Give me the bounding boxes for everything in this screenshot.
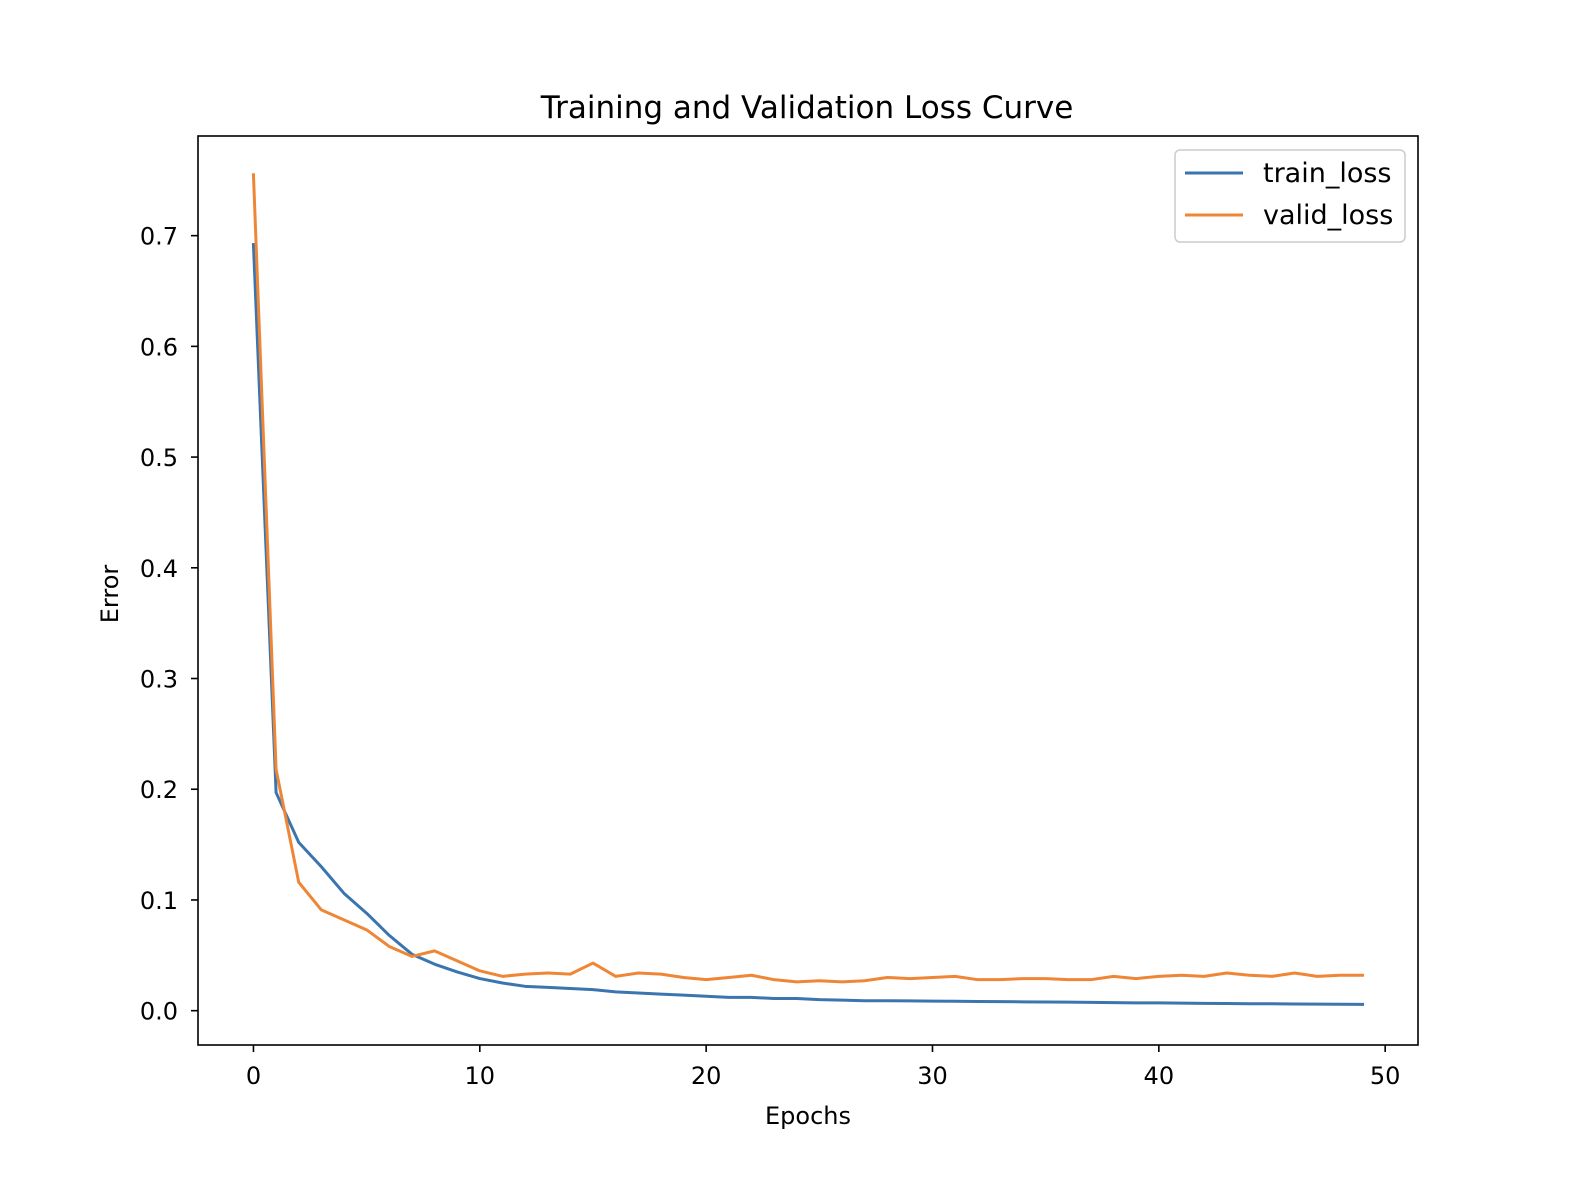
x-tick-label: 10 xyxy=(465,1062,496,1090)
y-tick-label: 0.3 xyxy=(140,666,178,694)
x-tick-label: 30 xyxy=(917,1062,948,1090)
legend: train_loss valid_loss xyxy=(1174,149,1406,243)
y-tick-label: 0.2 xyxy=(140,776,178,804)
x-axis-label: Epochs xyxy=(765,1102,851,1130)
plot-area-frame xyxy=(197,135,1419,1046)
legend-label-valid-loss: valid_loss xyxy=(1263,200,1393,231)
x-axis-ticks: 0 10 20 30 40 50 xyxy=(246,1045,1401,1090)
y-tick-label: 0.5 xyxy=(140,444,178,472)
y-axis-label: Error xyxy=(96,565,124,624)
x-tick-label: 50 xyxy=(1370,1062,1401,1090)
y-tick-label: 0.6 xyxy=(140,333,178,361)
plot-lines xyxy=(251,173,1365,1006)
x-tick-label: 0 xyxy=(246,1062,261,1090)
y-tick-label: 0.1 xyxy=(140,887,178,915)
y-tick-label: 0.0 xyxy=(140,998,178,1026)
legend-label-train-loss: train_loss xyxy=(1263,158,1392,189)
y-tick-label: 0.7 xyxy=(140,223,178,251)
series-line-valid-loss xyxy=(251,173,1365,984)
y-tick-label: 0.4 xyxy=(140,555,178,583)
series-line-train-loss xyxy=(251,242,1365,1006)
chart-title: Training and Validation Loss Curve xyxy=(540,90,1074,126)
x-tick-label: 40 xyxy=(1144,1062,1175,1090)
x-tick-label: 20 xyxy=(691,1062,722,1090)
y-axis-ticks: 0.0 0.1 0.2 0.3 0.4 0.5 0.6 0.7 xyxy=(140,223,198,1026)
